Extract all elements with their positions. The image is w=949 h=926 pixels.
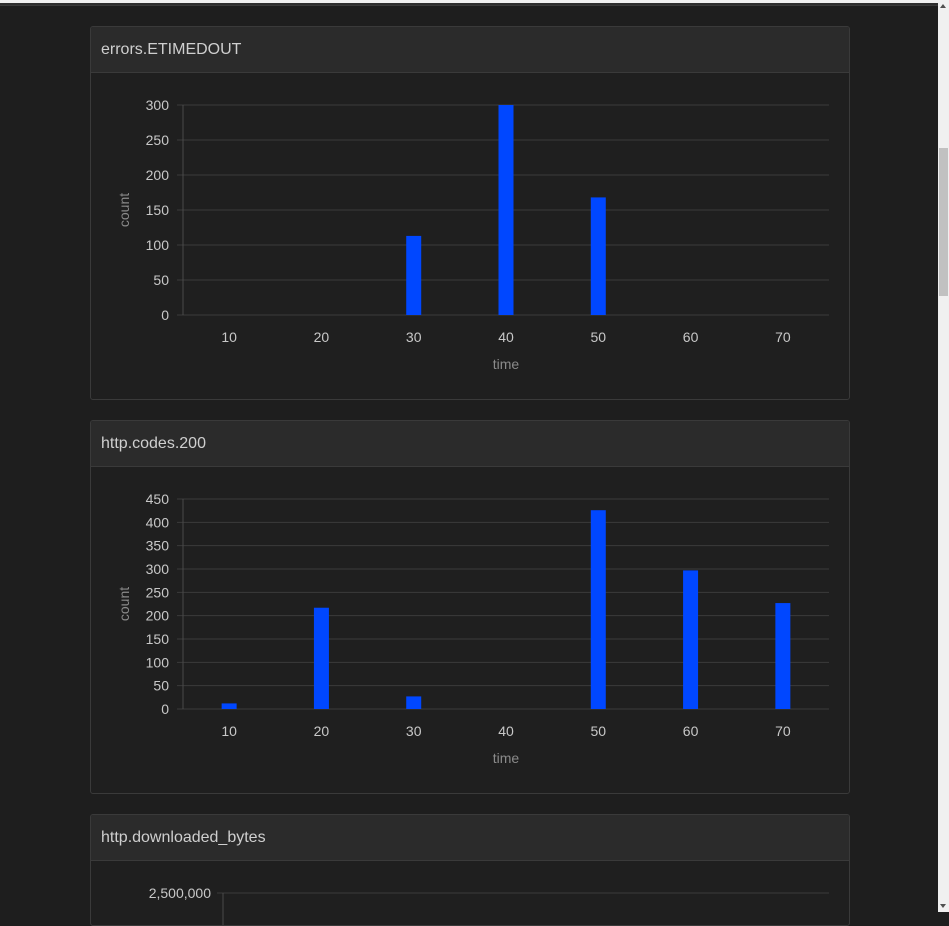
- chart-svg: 2,500,000: [149, 885, 829, 925]
- bar-chart-downloaded-bytes: 2,500,000: [91, 861, 849, 925]
- bar: [775, 603, 791, 709]
- x-tick-label: 10: [221, 723, 237, 739]
- chart-panel-downloaded-bytes: http.downloaded_bytes 2,500,000: [90, 814, 850, 926]
- bar: [313, 607, 329, 709]
- x-tick-label: 40: [498, 723, 514, 739]
- x-tick-label: 20: [314, 329, 330, 345]
- y-tick-label: 450: [146, 491, 170, 507]
- y-tick-label: 400: [146, 514, 170, 530]
- y-tick-label: 350: [146, 538, 170, 554]
- x-tick-label: 30: [406, 329, 422, 345]
- x-tick-label: 70: [775, 723, 791, 739]
- bar: [221, 703, 237, 709]
- chart-panel-etimedout: errors.ETIMEDOUT 0 50 100 150 200 250 300 10 20 3…: [90, 26, 850, 400]
- y-tick-label: 300: [146, 561, 170, 577]
- panel-title: http.codes.200: [91, 421, 849, 467]
- y-tick-label: 300: [146, 97, 170, 113]
- chart-panel-codes-200: http.codes.200 0 50 100 150 200 250 300 350 400 4…: [90, 420, 850, 794]
- panel-title: http.downloaded_bytes: [91, 815, 849, 861]
- y-tick-label: 50: [153, 272, 169, 288]
- y-tick-label: 200: [146, 167, 170, 183]
- scroll-up-arrow-icon[interactable]: [940, 4, 946, 8]
- bar: [406, 696, 422, 709]
- y-axis-label: count: [116, 193, 132, 227]
- x-tick-label: 70: [775, 329, 791, 345]
- x-tick-label: 50: [590, 329, 606, 345]
- x-tick-label: 20: [314, 723, 330, 739]
- y-tick-label: 150: [146, 202, 170, 218]
- x-tick-label: 60: [683, 329, 699, 345]
- bar: [590, 510, 606, 709]
- y-tick-label: 50: [153, 678, 169, 694]
- x-tick-label: 60: [683, 723, 699, 739]
- x-tick-label: 30: [406, 723, 422, 739]
- y-tick-label: 200: [146, 608, 170, 624]
- y-tick-label: 0: [161, 701, 169, 717]
- y-tick-label: 2,500,000: [149, 885, 211, 901]
- y-tick-label: 150: [146, 631, 170, 647]
- panel-title: errors.ETIMEDOUT: [91, 27, 849, 73]
- y-tick-label: 0: [161, 307, 169, 323]
- scrollbar-thumb[interactable]: [939, 148, 948, 296]
- bar: [590, 197, 606, 315]
- bar: [406, 235, 422, 315]
- bar: [683, 570, 699, 709]
- bar: [498, 105, 514, 315]
- scroll-down-arrow-icon[interactable]: [940, 904, 946, 908]
- top-strip: [0, 0, 938, 6]
- vertical-scrollbar[interactable]: [938, 0, 949, 912]
- x-axis-label: time: [493, 356, 520, 372]
- y-tick-label: 250: [146, 584, 170, 600]
- y-tick-label: 100: [146, 237, 170, 253]
- x-tick-label: 40: [498, 329, 514, 345]
- y-tick-label: 100: [146, 654, 170, 670]
- x-tick-label: 10: [221, 329, 237, 345]
- top-strip-highlight: [0, 0, 938, 3]
- y-axis-label: count: [116, 587, 132, 621]
- chart-svg: 0 50 100 150 200 250 300 10 20 30 40 50 60 70 time coun…: [116, 97, 829, 372]
- bar-chart-etimedout: 0 50 100 150 200 250 300 10 20 30 40 50 60 70 time coun…: [91, 73, 849, 399]
- bar-chart-codes-200: 0 50 100 150 200 250 300 350 400 450 10 20 30 40 50 60 7…: [91, 467, 849, 793]
- x-tick-label: 50: [590, 723, 606, 739]
- y-tick-label: 250: [146, 132, 170, 148]
- x-axis-label: time: [493, 750, 520, 766]
- chart-svg: 0 50 100 150 200 250 300 350 400 450 10 20 30 40 50 60 7…: [116, 491, 829, 766]
